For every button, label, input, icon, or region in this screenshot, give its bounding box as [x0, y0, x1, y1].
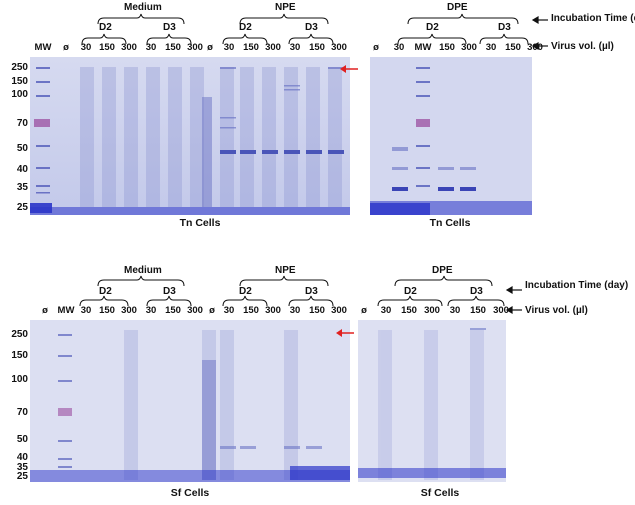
virus-volume-label: Virus vol. (µl): [551, 41, 614, 52]
red-arrow-icon: [336, 329, 354, 337]
lane-label: 150: [165, 305, 181, 316]
gel-image-tn-left: [30, 57, 350, 215]
mw-marker: 40: [16, 164, 28, 175]
lane-label: 300: [121, 42, 137, 53]
mw-marker: 250: [11, 62, 28, 73]
bottom-brackets: [79, 275, 505, 307]
mw-marker: 50: [16, 143, 28, 154]
gel-image-tn-right: [370, 57, 532, 215]
incubation-time-label: Incubation Time (day): [525, 280, 629, 291]
lane-label: 150: [439, 42, 455, 53]
lane-label: 30: [289, 42, 301, 53]
lane-label: MW: [414, 42, 432, 53]
lane-label: ø: [361, 305, 367, 316]
mw-marker: 35: [16, 182, 28, 193]
lane-label: 150: [401, 305, 417, 316]
lane-label: 30: [145, 305, 157, 316]
gel-image-sf-left: [30, 320, 350, 482]
lane-label: 300: [461, 42, 477, 53]
lane-label: 30: [393, 42, 405, 53]
group-label-medium: Medium: [124, 265, 162, 276]
day-label-medium-d2: D2: [99, 286, 112, 297]
lane-label: 300: [331, 42, 347, 53]
lane-label: 300: [331, 305, 347, 316]
lane-label: 300: [187, 305, 203, 316]
lane-label: MW: [57, 305, 75, 316]
lane-label: 30: [380, 305, 392, 316]
caption-sf-cells-right: Sf Cells: [420, 487, 460, 499]
lane-label: ø: [207, 42, 213, 53]
red-arrow-icon: [340, 65, 358, 73]
day-label-npe-d2: D2: [239, 286, 252, 297]
day-label-npe-d3: D3: [305, 22, 318, 33]
lane-label: 150: [309, 305, 325, 316]
lane-label: ø: [209, 305, 215, 316]
lane-label: 150: [243, 42, 259, 53]
lane-label: 30: [289, 305, 301, 316]
lane-label: 30: [449, 305, 461, 316]
lane-label: 30: [223, 42, 235, 53]
lane-label: 300: [424, 305, 440, 316]
lane-label: 150: [243, 305, 259, 316]
day-label-dpe-d2: D2: [426, 22, 439, 33]
lane-label: 30: [223, 305, 235, 316]
bottom-side-arrows: [505, 285, 522, 315]
lane-label: 150: [470, 305, 486, 316]
day-label-dpe-d3: D3: [498, 22, 511, 33]
lane-label: ø: [373, 42, 379, 53]
lane-label: 300: [187, 42, 203, 53]
lane-label: 150: [99, 42, 115, 53]
mw-marker: 70: [16, 407, 28, 418]
mw-marker: 25: [16, 471, 28, 482]
lane-label: 30: [145, 42, 157, 53]
lane-label: 150: [165, 42, 181, 53]
day-label-medium-d3: D3: [163, 22, 176, 33]
day-label-medium-d2: D2: [99, 22, 112, 33]
mw-marker: 250: [11, 329, 28, 340]
mw-marker: 100: [11, 374, 28, 385]
day-label-npe-d3: D3: [305, 286, 318, 297]
mw-marker: 40: [16, 452, 28, 463]
lane-label: ø: [63, 42, 69, 53]
group-label-medium: Medium: [124, 2, 162, 13]
mw-marker: 100: [11, 89, 28, 100]
day-label-npe-d2: D2: [239, 22, 252, 33]
lane-label: 300: [265, 42, 281, 53]
top-brackets: [81, 13, 529, 45]
group-label-dpe: DPE: [432, 265, 453, 276]
day-label-dpe-d2: D2: [404, 286, 417, 297]
lane-label: 300: [265, 305, 281, 316]
lane-label: 30: [485, 42, 497, 53]
group-label-npe: NPE: [275, 2, 296, 13]
lane-label: 150: [505, 42, 521, 53]
day-label-medium-d3: D3: [163, 286, 176, 297]
lane-label: ø: [42, 305, 48, 316]
top-side-arrows: [531, 15, 548, 51]
caption-tn-cells-right: Tn Cells: [429, 217, 471, 229]
mw-marker: 150: [11, 350, 28, 361]
virus-volume-label: Virus vol. (µl): [525, 305, 588, 316]
mw-marker: 70: [16, 118, 28, 129]
lane-label: 150: [99, 305, 115, 316]
mw-marker: 35: [16, 462, 28, 473]
caption-tn-cells-left: Tn Cells: [179, 217, 221, 229]
mw-marker: 50: [16, 434, 28, 445]
lane-label: 150: [309, 42, 325, 53]
lane-label: MW: [34, 42, 52, 53]
group-label-npe: NPE: [275, 265, 296, 276]
day-label-dpe-d3: D3: [470, 286, 483, 297]
lane-label: 30: [80, 42, 92, 53]
lane-label: 300: [493, 305, 509, 316]
caption-sf-cells-left: Sf Cells: [170, 487, 210, 499]
lane-label: 300: [121, 305, 137, 316]
mw-marker: 150: [11, 76, 28, 87]
incubation-time-label: Incubation Time (day): [551, 13, 635, 24]
gel-image-sf-right: [358, 320, 506, 482]
group-label-dpe: DPE: [447, 2, 468, 13]
mw-marker: 25: [16, 202, 28, 213]
lane-label: 30: [80, 305, 92, 316]
